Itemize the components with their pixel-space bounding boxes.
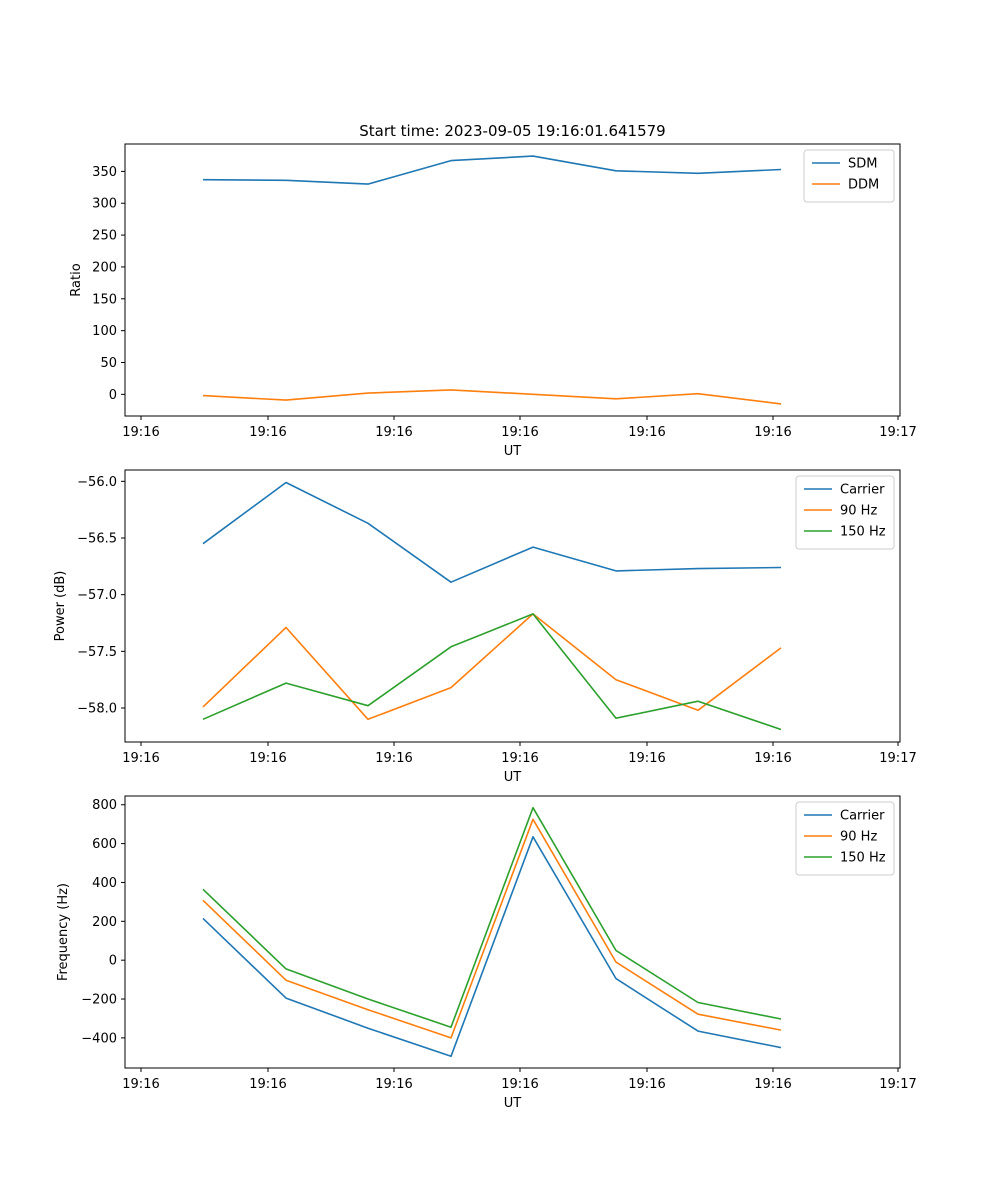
x-axis-label: UT bbox=[504, 444, 522, 459]
x-axis-label: UT bbox=[504, 770, 522, 785]
x-tick-labels: 19:16 19:16 19:16 19:16 19:16 19:16 19:1… bbox=[122, 751, 916, 766]
ratio-panel: Start time: 2023-09-05 19:16:01.641579 1… bbox=[69, 122, 917, 459]
x-tick-label: 19:16 bbox=[501, 425, 538, 440]
x-tick-label: 19:16 bbox=[754, 425, 791, 440]
legend-label: 90 Hz bbox=[840, 830, 877, 845]
y-tick-label: −56.5 bbox=[77, 532, 117, 547]
y-tick-label: 0 bbox=[109, 388, 117, 403]
y-tick-label: 200 bbox=[92, 260, 117, 275]
y-tick-label: 300 bbox=[92, 197, 117, 212]
series-line-sdm bbox=[202, 155, 782, 185]
series-line-90-hz bbox=[202, 613, 782, 721]
x-tick-label: 19:17 bbox=[879, 751, 916, 766]
legend-label: 150 Hz bbox=[840, 525, 886, 540]
axes-frame bbox=[124, 795, 901, 1069]
series-line-ddm bbox=[202, 389, 782, 405]
y-axis-label: Ratio bbox=[69, 263, 84, 296]
y-tick-label: −200 bbox=[81, 993, 117, 1008]
legend-label: SDM bbox=[848, 157, 877, 172]
power-panel: 19:16 19:16 19:16 19:16 19:16 19:16 19:1… bbox=[53, 469, 917, 785]
x-tick-label: 19:16 bbox=[122, 425, 159, 440]
y-tick-label: 50 bbox=[100, 356, 117, 371]
axes-frame bbox=[124, 143, 901, 417]
x-tick-label: 19:16 bbox=[628, 751, 665, 766]
y-axis-label: Power (dB) bbox=[53, 571, 68, 642]
y-tick-label: −57.5 bbox=[77, 645, 117, 660]
x-tick-labels: 19:16 19:16 19:16 19:16 19:16 19:16 19:1… bbox=[122, 1077, 916, 1092]
y-tick-label: −57.0 bbox=[77, 588, 117, 603]
x-tick-label: 19:16 bbox=[628, 425, 665, 440]
axes-frame bbox=[124, 469, 901, 743]
legend-label: DDM bbox=[848, 178, 879, 193]
series-line-carrier bbox=[202, 835, 782, 1058]
legend-label: Carrier bbox=[840, 483, 885, 498]
series-line-150-hz bbox=[202, 613, 782, 731]
y-tick-label: 600 bbox=[92, 837, 117, 852]
x-tick-labels: 19:16 19:16 19:16 19:16 19:16 19:16 19:1… bbox=[122, 425, 916, 440]
y-tick-label: 0 bbox=[109, 954, 117, 969]
legend: SDM DDM bbox=[803, 149, 895, 203]
x-tick-label: 19:16 bbox=[375, 1077, 412, 1092]
series-line-150-hz bbox=[202, 806, 782, 1028]
legend-label: 90 Hz bbox=[840, 504, 877, 519]
x-tick-label: 19:16 bbox=[754, 1077, 791, 1092]
series-line-90-hz bbox=[202, 818, 782, 1039]
legend-label: 150 Hz bbox=[840, 851, 886, 866]
x-tick-label: 19:16 bbox=[249, 425, 286, 440]
x-tick-label: 19:16 bbox=[501, 1077, 538, 1092]
x-tick-label: 19:16 bbox=[628, 1077, 665, 1092]
frequency-panel: 19:16 19:16 19:16 19:16 19:16 19:16 19:1… bbox=[56, 795, 917, 1111]
legend: Carrier 90 Hz 150 Hz bbox=[795, 801, 895, 876]
x-tick-label: 19:16 bbox=[501, 751, 538, 766]
y-tick-label: 350 bbox=[92, 165, 117, 180]
y-tick-label: 800 bbox=[92, 798, 117, 813]
y-tick-label: −56.0 bbox=[77, 475, 117, 490]
x-tick-label: 19:16 bbox=[122, 1077, 159, 1092]
y-tick-label: 150 bbox=[92, 292, 117, 307]
y-tick-label: −400 bbox=[81, 1031, 117, 1046]
x-tick-label: 19:16 bbox=[375, 751, 412, 766]
x-tick-label: 19:17 bbox=[879, 425, 916, 440]
y-axis-label: Frequency (Hz) bbox=[56, 883, 71, 981]
chart-title: Start time: 2023-09-05 19:16:01.641579 bbox=[359, 122, 665, 140]
x-tick-label: 19:16 bbox=[122, 751, 159, 766]
x-tick-label: 19:16 bbox=[375, 425, 412, 440]
series-line-carrier bbox=[202, 481, 782, 584]
y-tick-label: −58.0 bbox=[77, 702, 117, 717]
legend-label: Carrier bbox=[840, 809, 885, 824]
x-tick-label: 19:17 bbox=[879, 1077, 916, 1092]
x-axis-label: UT bbox=[504, 1096, 522, 1111]
y-tick-label: 400 bbox=[92, 876, 117, 891]
x-tick-label: 19:16 bbox=[249, 1077, 286, 1092]
y-tick-label: 250 bbox=[92, 229, 117, 244]
y-tick-label: 100 bbox=[92, 324, 117, 339]
x-tick-label: 19:16 bbox=[754, 751, 791, 766]
x-tick-label: 19:16 bbox=[249, 751, 286, 766]
legend: Carrier 90 Hz 150 Hz bbox=[795, 475, 895, 550]
y-tick-label: 200 bbox=[92, 915, 117, 930]
